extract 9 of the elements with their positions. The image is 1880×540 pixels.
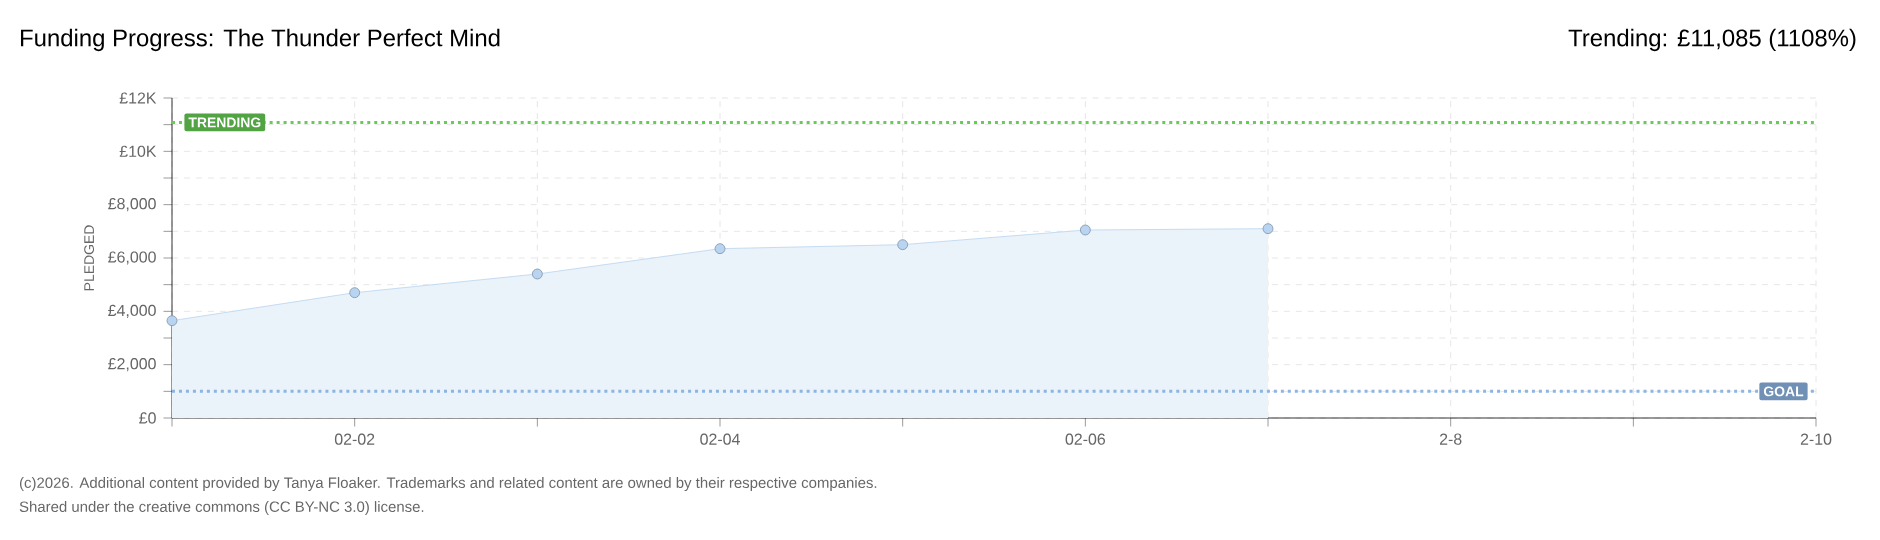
- point: [1262, 223, 1274, 235]
- chart-title: Funding Progress: The Thunder Perfect Mind: [21, 28, 500, 52]
- point: [1079, 224, 1091, 236]
- chart-subtitle: Trending: £11,085 (1108%): [1568, 28, 1856, 52]
- point: [714, 243, 726, 255]
- point: [349, 287, 361, 299]
- point: [166, 315, 178, 327]
- point: [531, 268, 543, 280]
- point: [897, 239, 909, 251]
